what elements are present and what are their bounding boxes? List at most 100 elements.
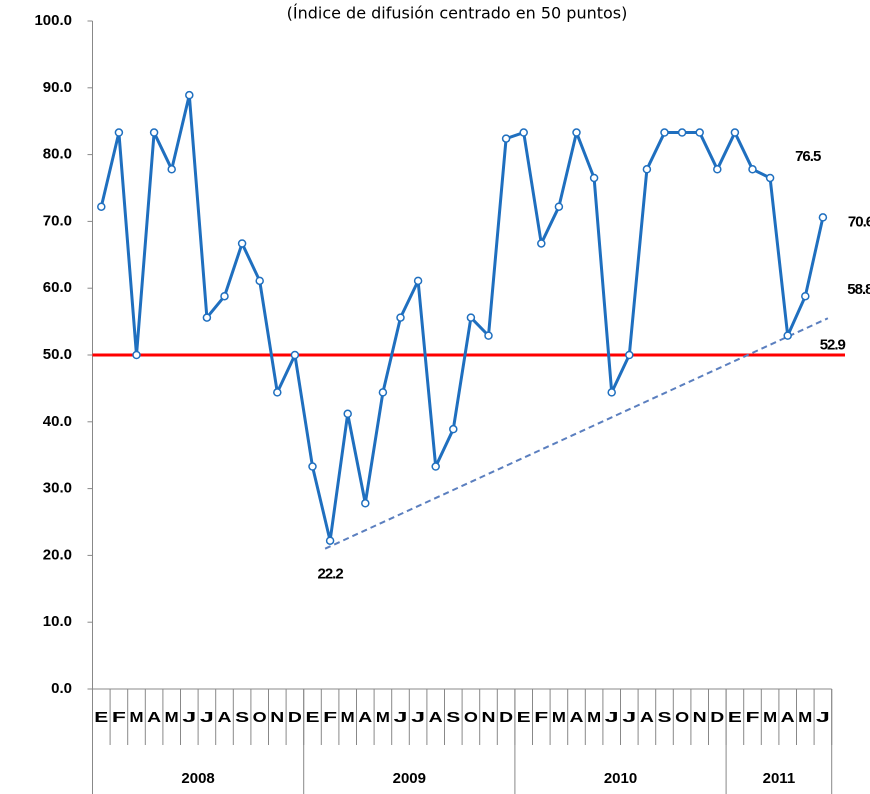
- x-tick-label: M: [587, 709, 601, 726]
- x-tick-label: J: [394, 709, 408, 726]
- year-label: 2008: [181, 770, 214, 787]
- year-label: 2010: [604, 770, 637, 787]
- x-tick-label: A: [429, 709, 443, 726]
- x-tick-label: F: [746, 709, 760, 726]
- point: [713, 165, 722, 174]
- x-tick-label: E: [94, 709, 108, 726]
- x-tick-label: A: [640, 709, 654, 726]
- y-tick-label: 80.0: [43, 146, 72, 163]
- data-label: 76.5: [795, 148, 821, 165]
- x-tick-label: J: [411, 709, 425, 726]
- x-tick-label: M: [376, 709, 390, 726]
- point: [642, 165, 652, 174]
- point: [167, 165, 176, 174]
- point: [361, 499, 370, 508]
- point: [237, 239, 247, 248]
- y-tick-label: 60.0: [43, 279, 72, 296]
- x-tick-label: F: [112, 709, 126, 726]
- year-label: 2009: [393, 770, 426, 787]
- y-tick-label: 70.0: [43, 212, 72, 229]
- point: [149, 128, 159, 137]
- point: [290, 350, 300, 360]
- y-tick-label: 10.0: [43, 613, 72, 630]
- point: [748, 165, 757, 174]
- point: [325, 536, 335, 545]
- x-tick-label: M: [130, 709, 144, 726]
- point: [378, 388, 388, 397]
- y-tick-label: 90.0: [43, 79, 72, 96]
- x-tick-label: M: [165, 709, 179, 726]
- point: [484, 331, 493, 340]
- point: [220, 291, 229, 301]
- chart-title: (Índice de difusión centrado en 50 punto…: [287, 4, 628, 23]
- x-tick-label: E: [517, 709, 531, 726]
- x-tick-label: A: [147, 709, 161, 726]
- y-tick-label: 30.0: [43, 480, 72, 497]
- x-tick-label: S: [446, 709, 460, 726]
- y-tick-label: 40.0: [43, 413, 72, 430]
- point: [431, 462, 440, 471]
- x-tick-label: M: [341, 709, 355, 726]
- point: [589, 173, 599, 183]
- point: [343, 409, 352, 419]
- x-tick-label: M: [798, 709, 812, 726]
- point: [537, 239, 546, 248]
- point: [449, 424, 458, 434]
- x-tick-label: E: [728, 709, 742, 726]
- point: [783, 331, 792, 340]
- data-label: 70.6: [848, 213, 870, 230]
- x-tick-label: F: [323, 709, 337, 726]
- x-tick-label: O: [253, 709, 267, 726]
- point: [413, 276, 423, 286]
- year-label: 2011: [763, 770, 796, 787]
- x-tick-label: D: [288, 709, 302, 726]
- point: [660, 128, 669, 137]
- x-tick-label: M: [763, 709, 777, 726]
- point: [114, 128, 124, 137]
- x-tick-label: D: [499, 709, 513, 726]
- y-tick-label: 100.0: [34, 12, 72, 29]
- x-tick-label: N: [270, 709, 284, 726]
- x-tick-label: M: [552, 709, 566, 726]
- x-tick-label: A: [218, 709, 232, 726]
- point: [801, 291, 810, 301]
- x-tick-label: J: [605, 709, 619, 726]
- point: [273, 388, 282, 397]
- x-tick-label: O: [675, 709, 689, 726]
- x-tick-label: J: [622, 709, 636, 726]
- point: [308, 462, 317, 471]
- point: [519, 128, 528, 137]
- point: [677, 128, 687, 137]
- point: [255, 276, 264, 286]
- line-series: [99, 93, 825, 543]
- x-tick-label: S: [235, 709, 249, 726]
- point: [730, 128, 740, 137]
- point: [607, 388, 616, 397]
- data-label: 52.9: [820, 337, 846, 354]
- x-tick-label: J: [816, 709, 830, 726]
- x-tick-label: E: [306, 709, 320, 726]
- x-tick-label: N: [693, 709, 707, 726]
- y-tick-label: 0.0: [51, 680, 72, 697]
- point: [765, 173, 775, 183]
- point: [625, 350, 634, 360]
- data-label: 22.2: [317, 566, 343, 583]
- point: [396, 313, 405, 322]
- x-tick-label: J: [182, 709, 196, 726]
- x-tick-label: O: [464, 709, 478, 726]
- x-tick-label: J: [200, 709, 214, 726]
- point: [695, 128, 704, 137]
- point: [554, 202, 564, 211]
- data-label: 58.8: [847, 281, 870, 298]
- x-tick-label: N: [482, 709, 496, 726]
- y-tick-label: 50.0: [43, 346, 72, 363]
- point: [501, 134, 511, 143]
- point: [572, 128, 581, 137]
- x-tick-label: A: [358, 709, 372, 726]
- point: [185, 90, 194, 100]
- x-tick-label: F: [534, 709, 548, 726]
- x-tick-label: D: [710, 709, 724, 726]
- y-tick-label: 20.0: [43, 546, 72, 563]
- x-tick-label: A: [570, 709, 584, 726]
- point: [466, 313, 476, 322]
